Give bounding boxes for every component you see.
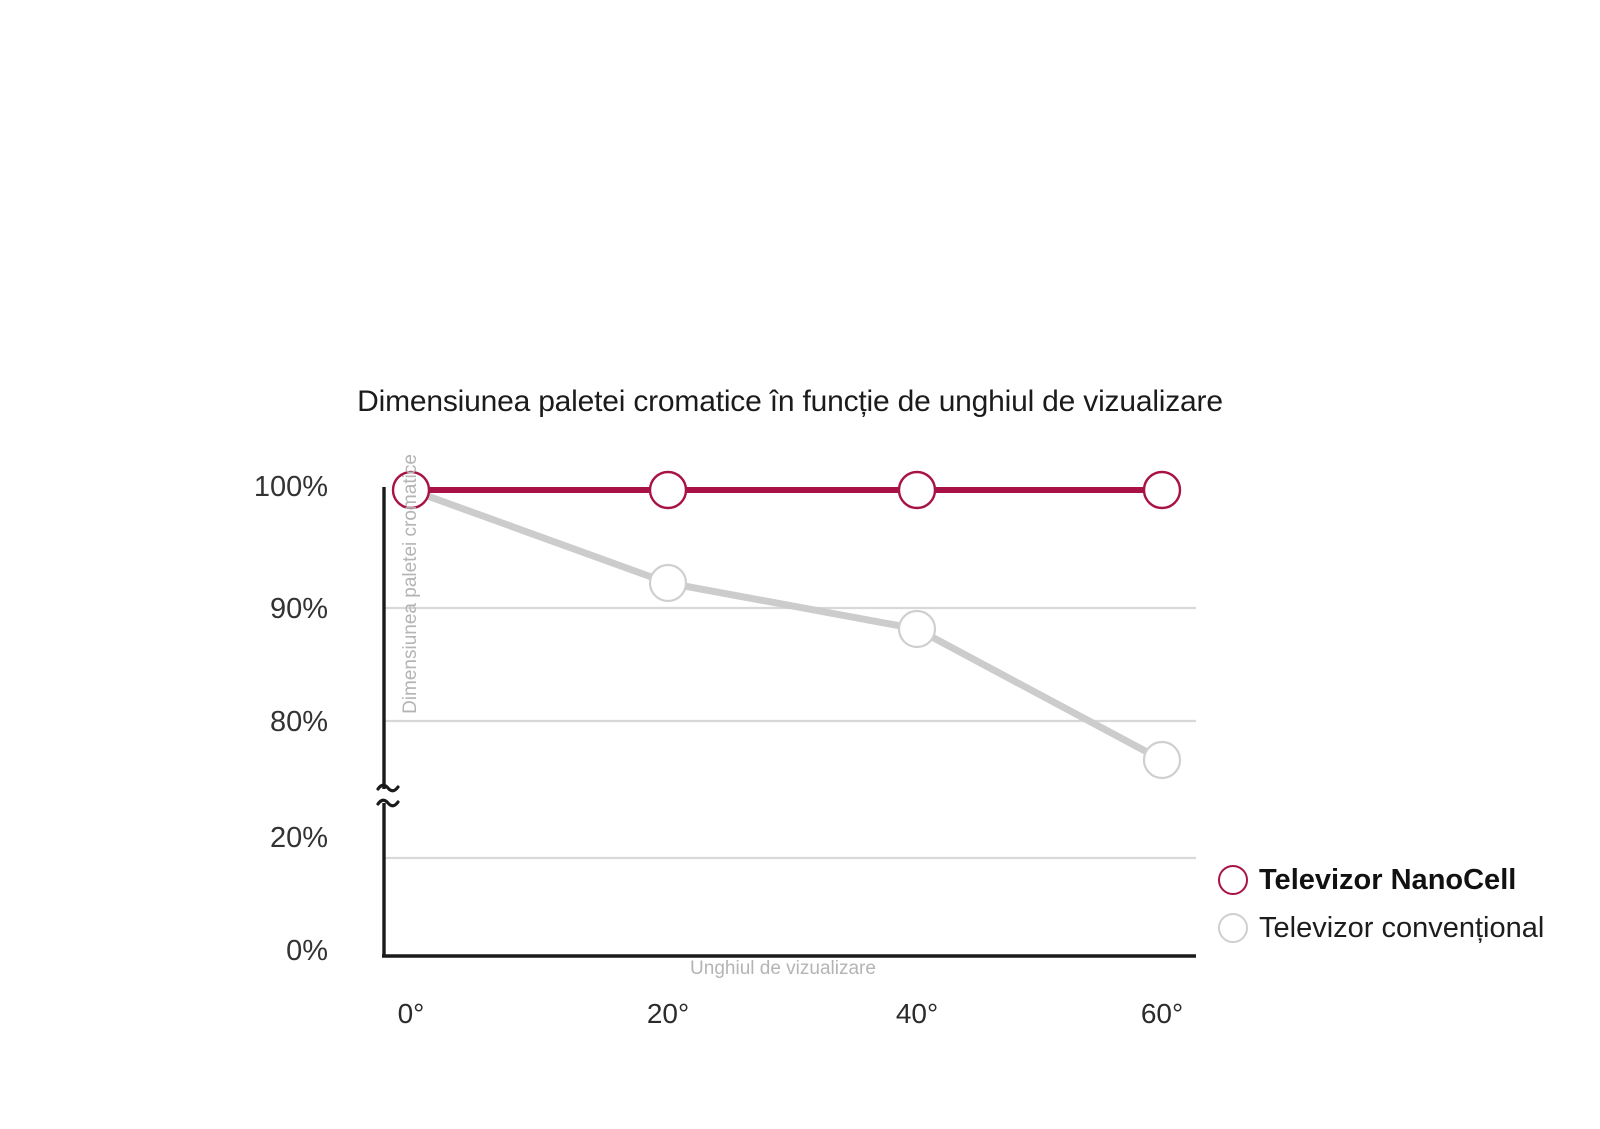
chart-title: Dimensiunea paletei cromatice în funcție… — [357, 385, 1223, 418]
y-axis-title: Dimensiunea paletei cromatice — [400, 454, 421, 714]
legend-marker-circle-icon — [1218, 913, 1248, 943]
x-tick-label-60deg: 60° — [1140, 998, 1184, 1029]
legend-label-conventional: Televizor convențional — [1259, 911, 1545, 944]
legend-item-conventional[interactable]: Televizor convențional — [1218, 904, 1600, 952]
x-tick-label-20deg: 20° — [646, 998, 690, 1029]
x-axis-title: Unghiul de vizualizare — [690, 958, 876, 979]
series-markers-nanocell — [391, 470, 1182, 510]
chart-legend: Televizor NanoCell Televizor convenționa… — [1218, 856, 1600, 952]
axis-break-icon — [376, 783, 400, 808]
series-line-conventional — [407, 486, 1166, 764]
y-tick-label-80: 80% — [269, 706, 328, 738]
x-tick-label-0deg: 0° — [397, 998, 425, 1029]
y-tick-label-0: 0% — [286, 935, 328, 967]
legend-marker-circle-icon — [1218, 865, 1248, 895]
y-tick-label-100: 100% — [253, 471, 328, 503]
gridlines — [383, 606, 1196, 860]
axis-lines — [382, 487, 1196, 958]
y-tick-label-90: 90% — [269, 593, 328, 625]
x-tick-label-40deg: 40° — [895, 998, 939, 1029]
legend-label-nanocell: Televizor NanoCell — [1259, 863, 1517, 896]
series-markers-conventional — [648, 563, 1182, 780]
legend-item-nanocell[interactable]: Televizor NanoCell — [1218, 856, 1600, 904]
y-tick-label-20: 20% — [269, 822, 328, 854]
